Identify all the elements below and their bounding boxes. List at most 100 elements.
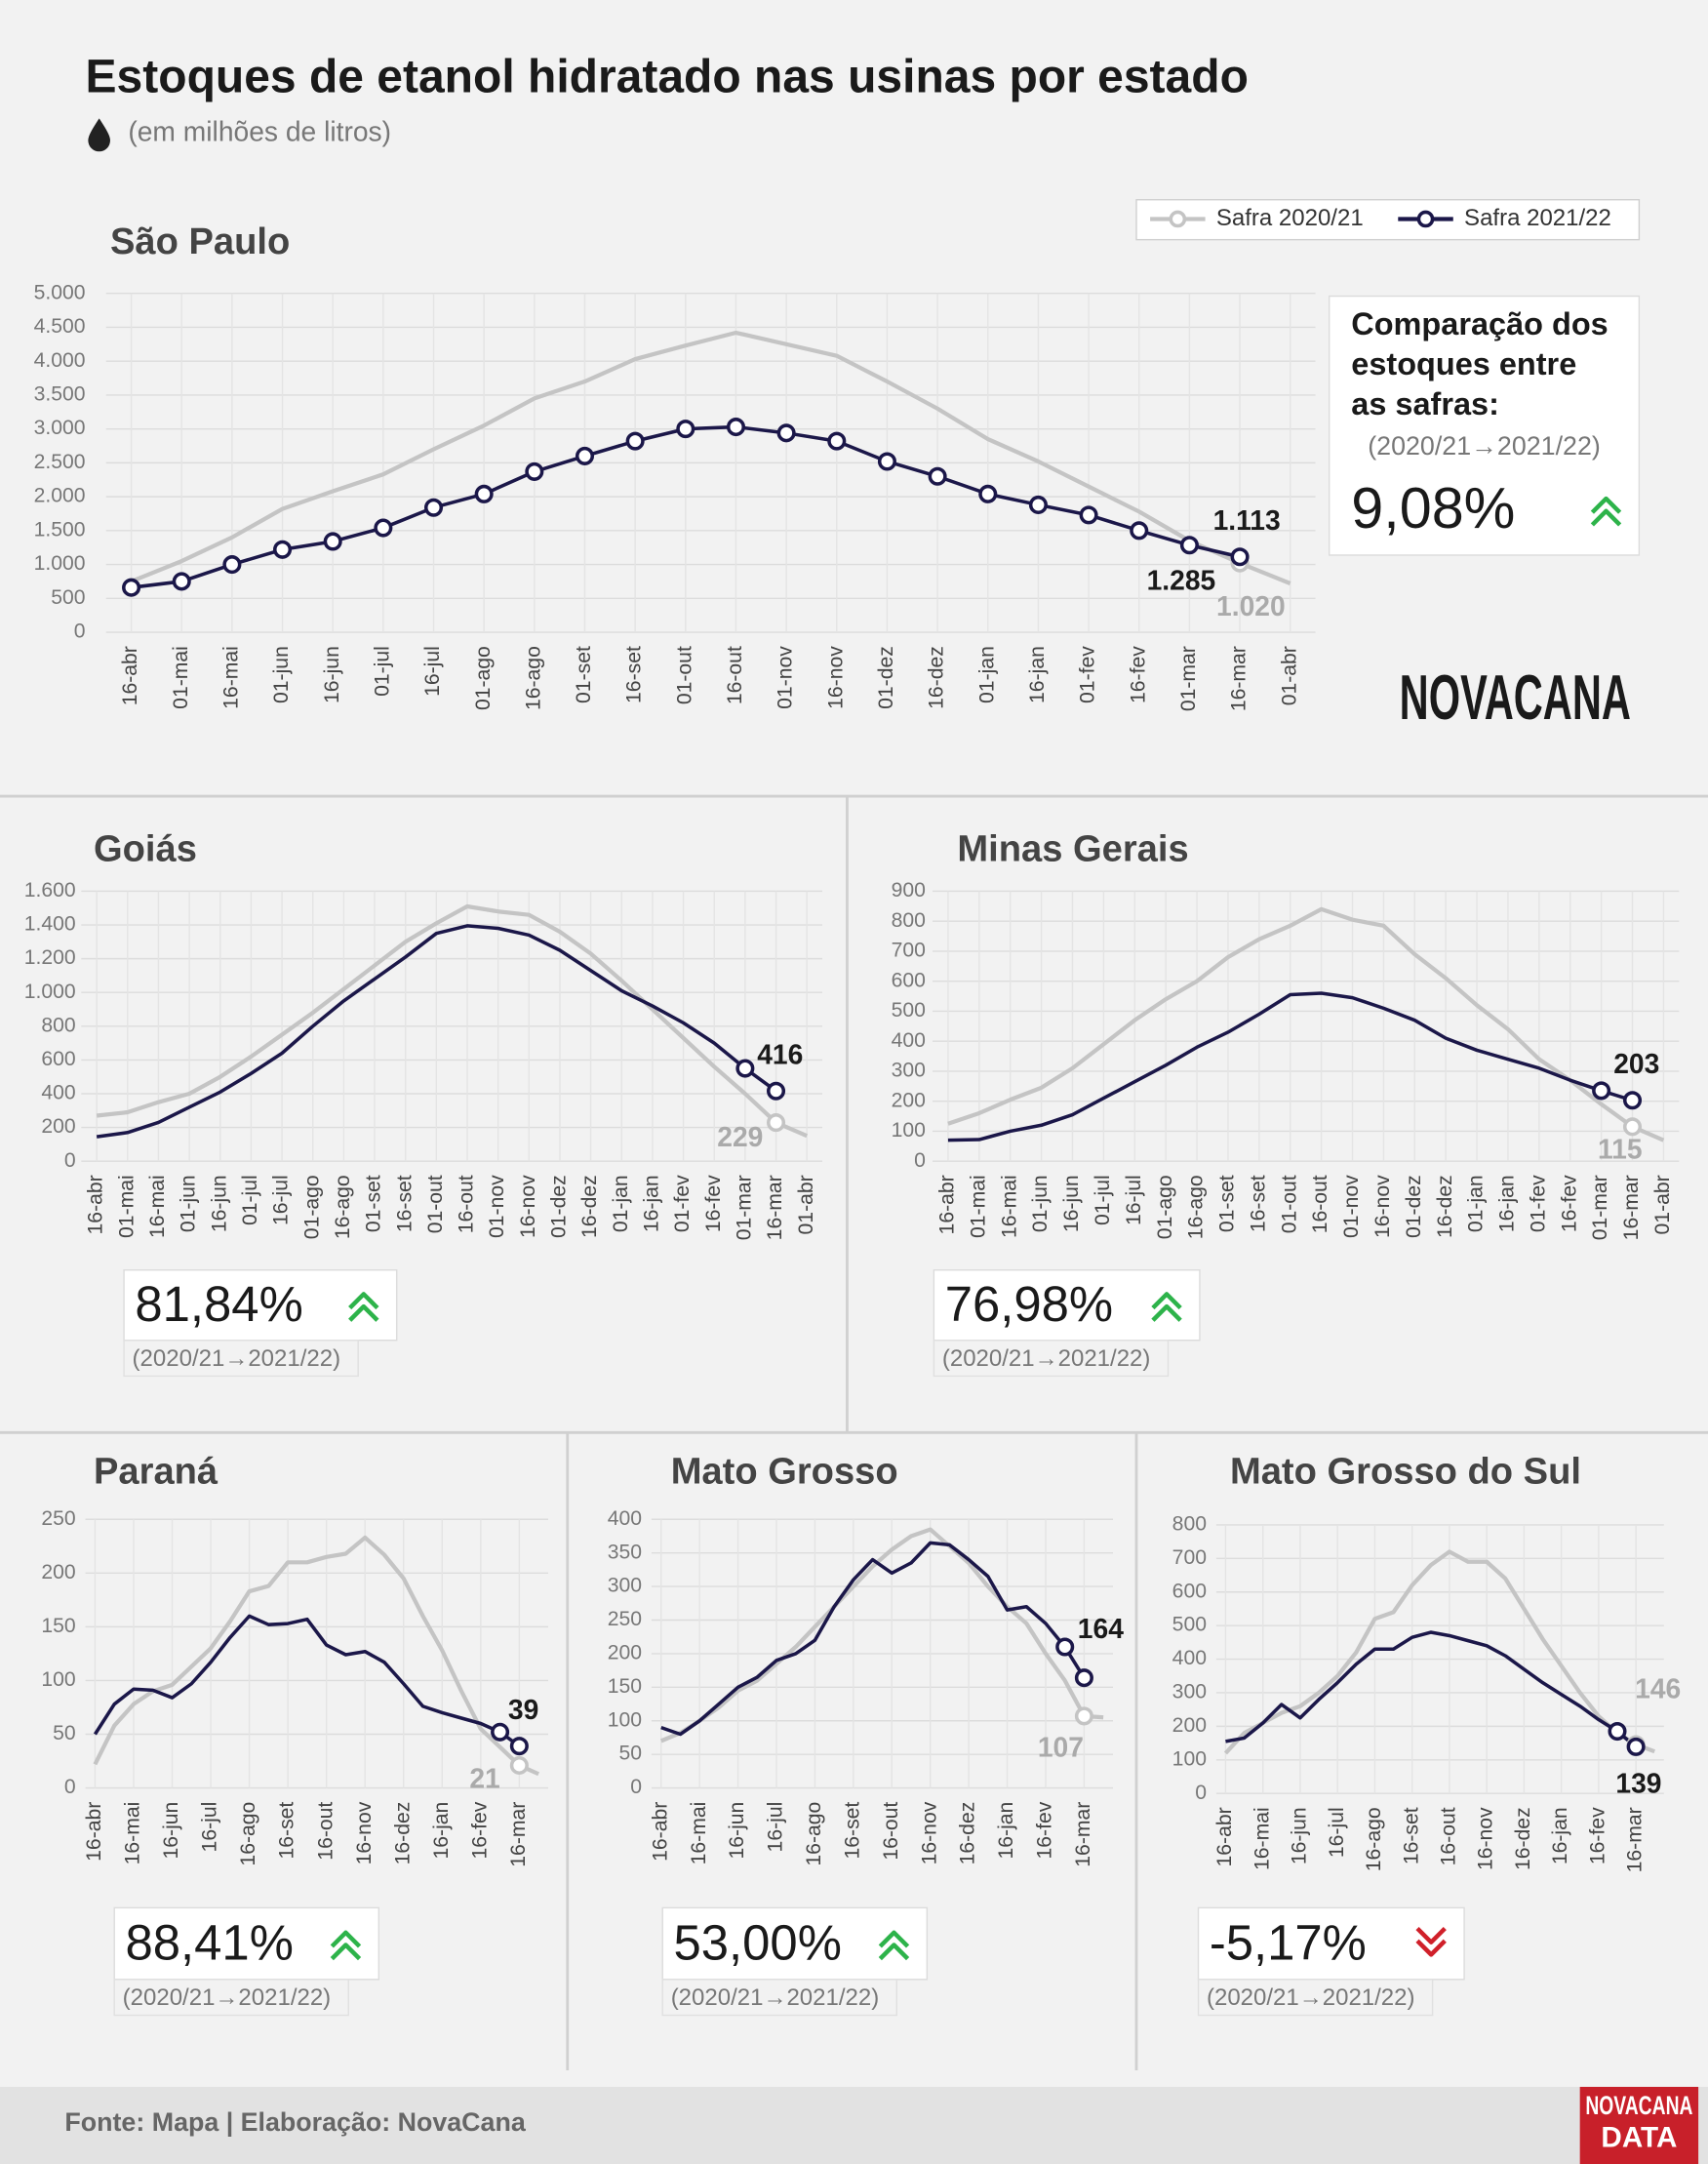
x-tick-label: 16-fev bbox=[702, 1175, 725, 1232]
comparison-change: -5,17% bbox=[1210, 1914, 1367, 1970]
x-tick-label: 16-jun bbox=[208, 1175, 230, 1232]
x-tick-label: 16-nov bbox=[1475, 1807, 1497, 1870]
comparison-title: Comparação dos bbox=[1351, 306, 1608, 341]
x-tick-label: 01-jul bbox=[371, 646, 393, 697]
x-tick-label: 16-ago bbox=[332, 1175, 354, 1239]
x-tick-label: 01-mar bbox=[1177, 646, 1200, 711]
x-tick-label: 16-fev bbox=[1127, 646, 1149, 703]
legend-label: Safra 2020/21 bbox=[1216, 205, 1364, 231]
series-line bbox=[659, 1527, 1104, 1743]
trend-arrow bbox=[1590, 496, 1622, 527]
y-tick-label: 100 bbox=[892, 1119, 926, 1142]
value-label: 107 bbox=[1038, 1731, 1084, 1762]
source: Fonte: Mapa | Elaboração: NovaCana bbox=[64, 2107, 526, 2137]
data-point bbox=[978, 484, 998, 503]
data-point bbox=[1622, 1117, 1643, 1137]
y-tick-label: 200 bbox=[608, 1642, 642, 1664]
data-point bbox=[222, 555, 242, 575]
y-tick-label: 100 bbox=[41, 1668, 75, 1691]
data-point bbox=[1079, 505, 1098, 525]
period-box bbox=[661, 1979, 897, 2017]
x-tick-label: 16-set bbox=[623, 646, 646, 703]
legend-marker bbox=[1416, 210, 1435, 228]
legend-marker bbox=[1169, 210, 1187, 228]
data-point bbox=[827, 431, 847, 451]
x-tick-label: 16-nov bbox=[353, 1801, 376, 1864]
x-tick-label: 01-nov bbox=[775, 646, 797, 709]
panel-title: Minas Gerais bbox=[957, 828, 1188, 870]
comparison-period: (2020/21→2021/22) bbox=[123, 1984, 332, 2011]
y-tick-label: 0 bbox=[64, 1149, 76, 1172]
x-tick-label: 01-out bbox=[673, 646, 695, 704]
period-box bbox=[1197, 1979, 1434, 2017]
series-line bbox=[96, 903, 809, 1139]
x-tick-label: 01-jan bbox=[610, 1175, 632, 1232]
x-tick-label: 16-abr bbox=[85, 1175, 107, 1234]
x-tick-label: 01-mar bbox=[733, 1175, 755, 1240]
x-tick-label: 01-mar bbox=[1589, 1175, 1611, 1240]
data-point bbox=[1179, 536, 1199, 555]
x-tick-label: 16-ago bbox=[1185, 1175, 1208, 1239]
y-tick-label: 4.500 bbox=[34, 315, 86, 338]
series-line bbox=[1225, 1630, 1638, 1748]
x-tick-label: 16-mar bbox=[1624, 1807, 1647, 1872]
x-tick-label: 16-nov bbox=[517, 1175, 539, 1238]
value-label: 203 bbox=[1613, 1048, 1659, 1079]
series-line bbox=[93, 1535, 539, 1777]
y-tick-label: 3.000 bbox=[34, 417, 86, 439]
series-line bbox=[96, 924, 777, 1139]
x-tick-label: 16-abr bbox=[649, 1802, 671, 1862]
x-tick-label: 01-jun bbox=[1029, 1175, 1052, 1232]
data-point bbox=[1028, 495, 1048, 514]
y-tick-label: 300 bbox=[892, 1060, 926, 1082]
y-tick-label: 0 bbox=[630, 1776, 642, 1798]
x-tick-label: 16-out bbox=[724, 646, 746, 704]
data-point bbox=[726, 418, 746, 437]
trend-arrow bbox=[878, 1930, 910, 1961]
trend-arrow bbox=[330, 1930, 362, 1961]
comparison-period: (2020/21→2021/22) bbox=[1368, 431, 1601, 461]
x-tick-label: 16-ago bbox=[803, 1802, 825, 1866]
trend-arrow bbox=[1415, 1926, 1447, 1957]
data-point bbox=[509, 1737, 529, 1756]
y-tick-label: 250 bbox=[41, 1507, 75, 1530]
y-tick-label: 1.200 bbox=[24, 946, 76, 969]
data-point bbox=[172, 572, 191, 591]
x-tick-label: 16-nov bbox=[824, 646, 847, 709]
badge-line: DATA bbox=[1601, 2121, 1677, 2153]
x-tick-label: 01-abr bbox=[1278, 646, 1300, 705]
data-point bbox=[374, 518, 393, 538]
y-tick-label: 5.000 bbox=[34, 281, 86, 303]
value-label: 146 bbox=[1635, 1672, 1681, 1703]
x-tick-label: 16-jun bbox=[1289, 1807, 1311, 1864]
x-tick-label: 16-ago bbox=[237, 1802, 259, 1866]
y-tick-label: 500 bbox=[892, 999, 926, 1022]
data-point bbox=[1055, 1637, 1075, 1657]
y-tick-label: 4.000 bbox=[34, 349, 86, 372]
y-tick-label: 1.000 bbox=[24, 981, 76, 1003]
panel-title: São Paulo bbox=[110, 220, 290, 262]
x-tick-label: 01-abr bbox=[795, 1175, 817, 1234]
series-line bbox=[93, 1614, 521, 1748]
x-tick-label: 16-jan bbox=[430, 1802, 453, 1860]
x-tick-label: 16-dez bbox=[1512, 1807, 1534, 1870]
comparison-period: (2020/21→2021/22) bbox=[133, 1345, 341, 1372]
trend-arrow bbox=[348, 1292, 379, 1322]
y-tick-label: 300 bbox=[1172, 1681, 1207, 1703]
comparison-change: 81,84% bbox=[135, 1276, 302, 1332]
x-tick-label: 16-mar bbox=[764, 1175, 786, 1240]
x-tick-label: 01-dez bbox=[875, 646, 897, 709]
x-tick-label: 16-set bbox=[393, 1175, 416, 1232]
value-label: 115 bbox=[1598, 1134, 1643, 1165]
panel-title: Mato Grosso do Sul bbox=[1230, 1451, 1581, 1493]
x-tick-label: 01-nov bbox=[1340, 1175, 1363, 1238]
data-point bbox=[525, 461, 544, 481]
x-tick-label: 01-ago bbox=[472, 646, 495, 710]
main-title: Estoques de etanol hidratado nas usinas … bbox=[86, 52, 1249, 103]
y-tick-label: 800 bbox=[41, 1014, 75, 1036]
series-line bbox=[660, 1541, 1086, 1737]
y-tick-label: 350 bbox=[608, 1541, 642, 1563]
x-tick-label: 16-jul bbox=[1326, 1807, 1348, 1858]
trend-arrow bbox=[1151, 1292, 1182, 1322]
